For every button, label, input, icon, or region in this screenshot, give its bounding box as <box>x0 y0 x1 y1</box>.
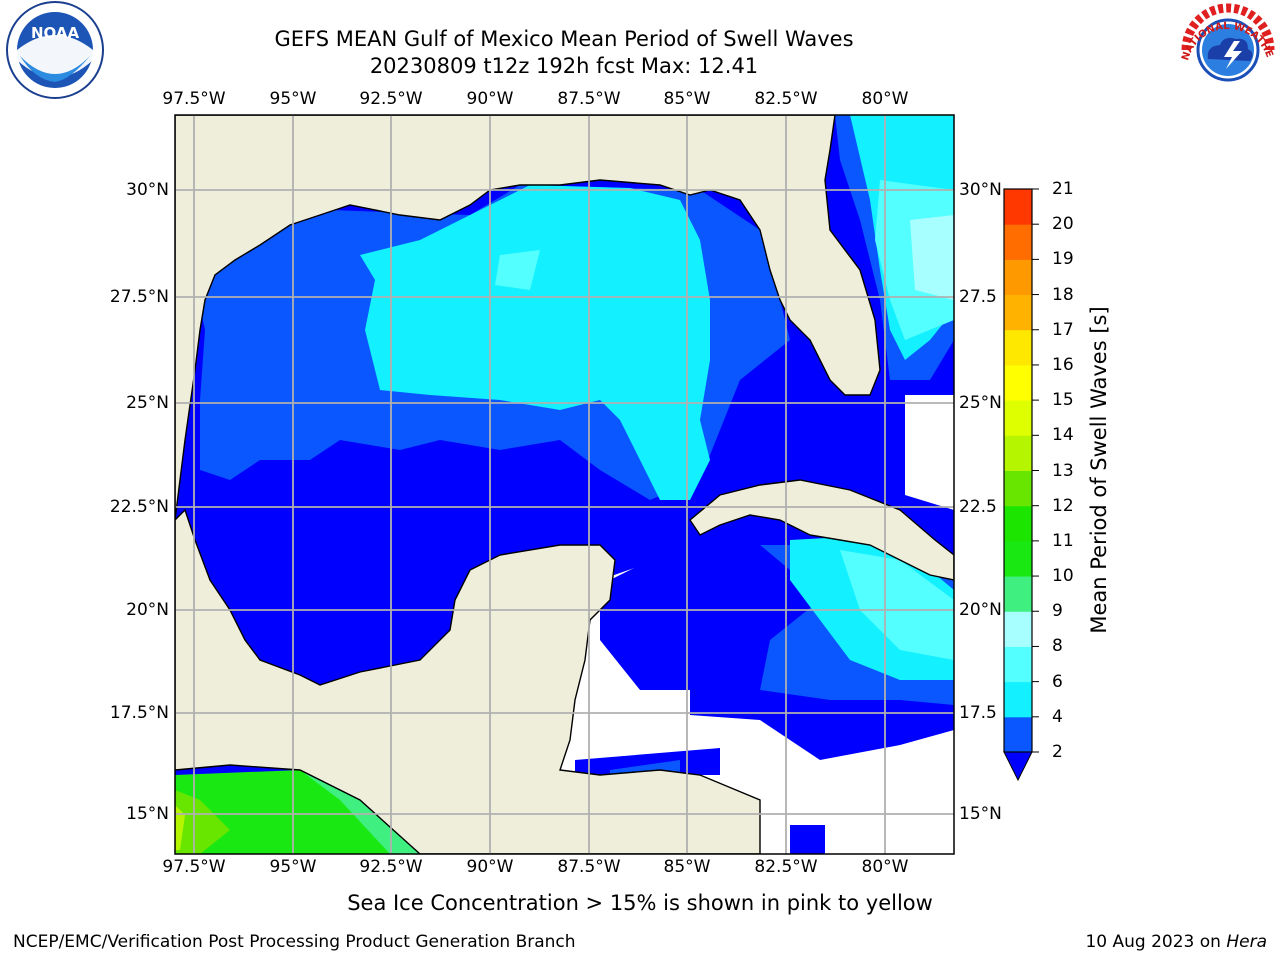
credit-text: NCEP/EMC/Verification Post Processing Pr… <box>13 932 576 952</box>
land-usa <box>175 115 881 521</box>
colorbar-tick-label: 15 <box>1052 390 1074 411</box>
colorbar-tick-label: 14 <box>1052 425 1074 446</box>
colorbar-tick-label: 10 <box>1052 566 1074 587</box>
colorbar-segment <box>1004 716 1032 753</box>
lat-label-right: 17.5 <box>959 703 997 723</box>
colorbar-segment <box>1004 435 1032 471</box>
colorbar-tick-label: 17 <box>1052 319 1074 340</box>
land-mexico <box>175 508 761 854</box>
lat-label-right: 25°N <box>959 393 1002 413</box>
colorbar-tick-label: 19 <box>1052 249 1074 270</box>
lon-label-top: 82.5°W <box>754 89 818 109</box>
noaa-logo-icon: NOAA <box>6 1 104 99</box>
colorbar-segment <box>1004 576 1032 612</box>
lat-label-left: 17.5°N <box>109 703 169 723</box>
colorbar-segment <box>1004 364 1032 401</box>
colorbar-segment <box>1004 189 1032 225</box>
lat-label-right: 30°N <box>959 180 1002 200</box>
colorbar-segment <box>1004 505 1032 542</box>
lat-label-right: 15°N <box>959 804 1002 824</box>
lon-label-bottom: 97.5°W <box>162 857 226 877</box>
colorbar-segment <box>1004 646 1032 683</box>
land-cuba <box>689 479 954 581</box>
colorbar-tick-label: 4 <box>1052 706 1063 727</box>
colorbar-segment <box>1004 224 1032 260</box>
colorbar-tick-label: 18 <box>1052 284 1074 305</box>
run-date: 10 Aug 2023 on Hera <box>1085 932 1267 952</box>
lat-label-left: 25°N <box>126 393 169 413</box>
lon-label-top: 97.5°W <box>162 89 226 109</box>
colorbar-segment <box>1004 540 1032 577</box>
swell-4-6s <box>360 185 710 500</box>
colorbar-tick-label: 20 <box>1052 214 1074 235</box>
colorbar-segments <box>1004 189 1032 753</box>
lon-label-top: 85°W <box>663 89 711 109</box>
colorbar-tick-label: 21 <box>1052 179 1074 199</box>
lat-label-left: 22.5°N <box>109 497 169 517</box>
colorbar-tick-label: 6 <box>1052 671 1063 692</box>
noaa-logo-text: NOAA <box>31 24 80 42</box>
run-date-prefix: 10 Aug 2023 on <box>1085 932 1227 952</box>
colorbar-segment <box>1004 294 1032 331</box>
lon-label-bottom: 95°W <box>269 857 317 877</box>
lon-label-bottom: 90°W <box>466 857 514 877</box>
lat-label-right: 22.5 <box>959 497 997 517</box>
map-frame <box>174 114 955 855</box>
lat-label-left: 20°N <box>126 600 169 620</box>
run-host: Hera <box>1226 932 1267 952</box>
lon-label-bottom: 82.5°W <box>754 857 818 877</box>
colorbar-tick-label: 8 <box>1052 636 1063 657</box>
colorbar-segment <box>1004 681 1032 718</box>
lon-label-top: 87.5°W <box>557 89 621 109</box>
lon-label-top: 80°W <box>861 89 909 109</box>
lon-label-bottom: 85°W <box>663 857 711 877</box>
nws-logo-icon: NATIONAL WEATHER SERVICE <box>1176 1 1275 97</box>
lat-label-left: 30°N <box>126 180 169 200</box>
map-subtitle: 20230809 t12z 192h fcst Max: 12.41 <box>369 54 759 78</box>
lon-label-bottom: 87.5°W <box>557 857 621 877</box>
sea-ice-note: Sea Ice Concentration > 15% is shown in … <box>347 891 933 915</box>
lon-label-top: 95°W <box>269 89 317 109</box>
colorbar-title: Mean Period of Swell Waves [s] <box>1087 306 1111 634</box>
lon-label-bottom: 80°W <box>861 857 909 877</box>
colorbar-tick-label: 2 <box>1052 742 1063 762</box>
colorbar-tick-label: 12 <box>1052 495 1074 516</box>
colorbar-segment <box>1004 611 1032 647</box>
colorbar-segment <box>1004 400 1032 436</box>
lon-label-bottom: 92.5°W <box>359 857 423 877</box>
pacific-swell-green <box>175 770 420 854</box>
colorbar-tick-label: 13 <box>1052 460 1074 481</box>
lat-label-left: 15°N <box>126 804 169 824</box>
gridlines <box>175 115 954 854</box>
colorbar-tick-label: 11 <box>1052 530 1074 551</box>
lon-label-top: 90°W <box>466 89 514 109</box>
lat-label-right: 20°N <box>959 600 1002 620</box>
colorbar-under-triangle <box>1003 751 1033 782</box>
colorbar-segment <box>1004 470 1032 507</box>
lon-label-top: 92.5°W <box>359 89 423 109</box>
colorbar-segment <box>1004 329 1032 366</box>
colorbar-tick-label: 9 <box>1052 601 1063 622</box>
lat-label-left: 27.5°N <box>109 287 169 307</box>
map-title: GEFS MEAN Gulf of Mexico Mean Period of … <box>274 27 854 51</box>
swell-6-8s <box>495 250 540 290</box>
lat-label-right: 27.5 <box>959 287 997 307</box>
colorbar-segment <box>1004 259 1032 296</box>
colorbar-tick-label: 16 <box>1052 354 1074 375</box>
